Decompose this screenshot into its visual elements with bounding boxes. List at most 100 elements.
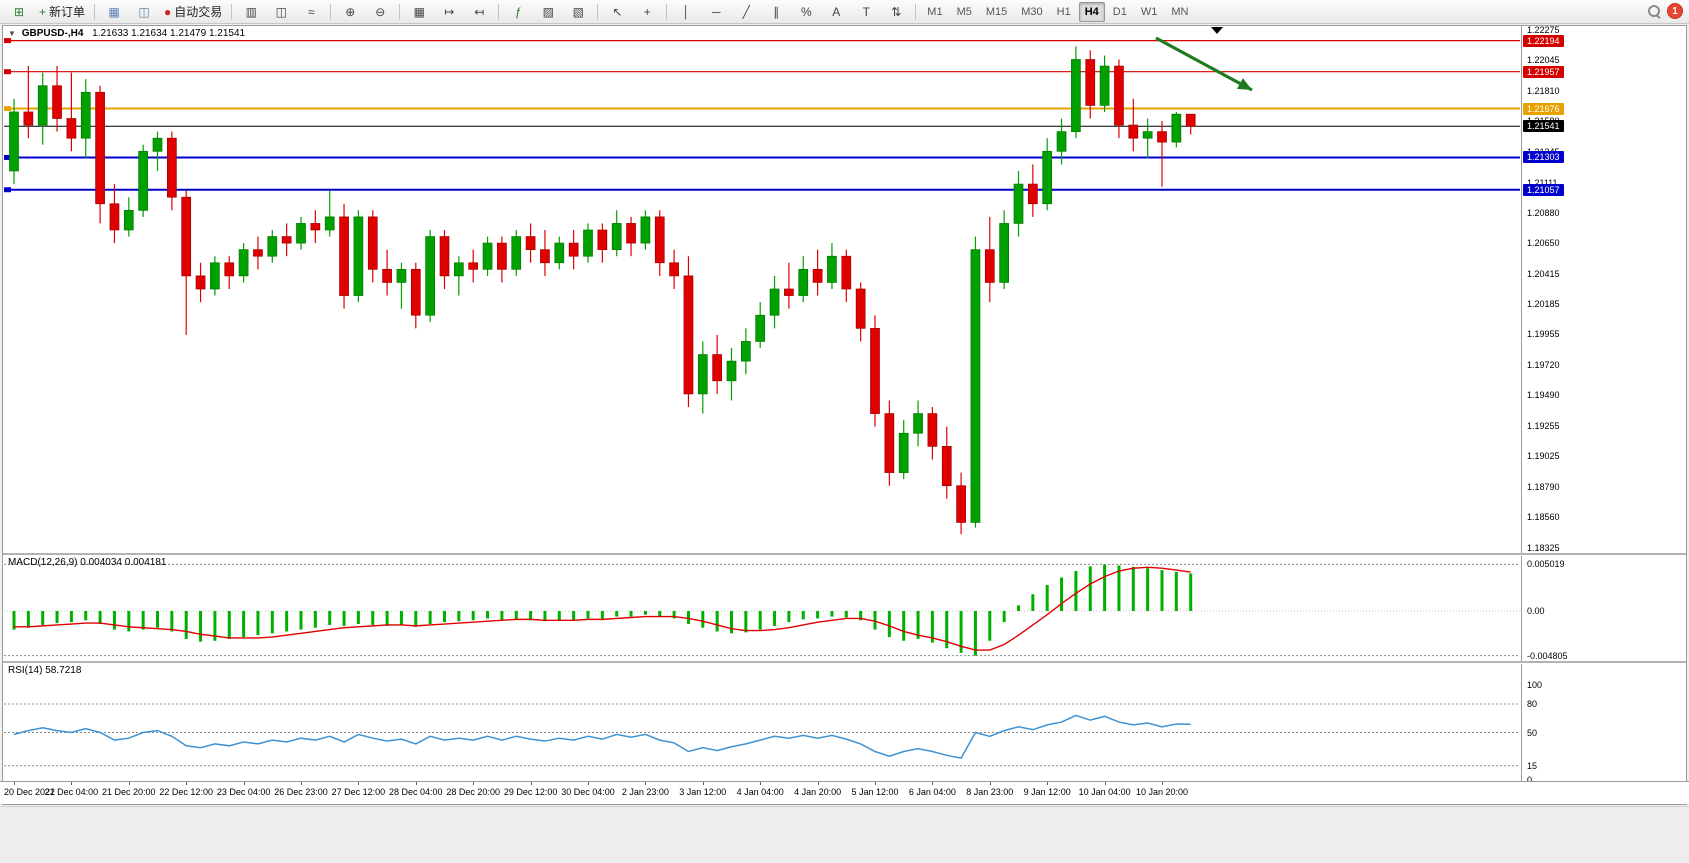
timeframe-button-M5[interactable]: M5 <box>956 5 972 18</box>
time-axis-label: 23 Dec 04:00 <box>216 787 271 797</box>
indicators-icon[interactable]: ƒ <box>504 1 532 23</box>
price-level-badge: 1.21057 <box>1523 183 1564 196</box>
chart-shift-icon[interactable]: ↤ <box>465 1 493 23</box>
new-chart-icon[interactable]: ⊞ <box>5 1 33 23</box>
price-level-badge: 1.21676 <box>1523 102 1564 115</box>
search-icon[interactable] <box>1648 4 1661 18</box>
price-axis-label: 1.19955 <box>1527 329 1560 340</box>
main-price-chart[interactable] <box>4 26 1520 553</box>
text-icon[interactable]: A <box>822 1 850 23</box>
timeframe-button-M15[interactable]: M15 <box>985 5 1008 18</box>
timeframe-button-M30[interactable]: M30 <box>1021 5 1043 18</box>
time-axis-label: 6 Jan 04:00 <box>908 787 956 797</box>
time-axis-label: 10 Jan 20:00 <box>1135 787 1189 797</box>
auto-scroll-icon: ↦ <box>444 4 455 19</box>
time-axis-tick <box>243 782 245 785</box>
symbol-text: GBPUSD-,H4 <box>21 28 84 39</box>
notification-badge[interactable]: 1 <box>1667 3 1683 19</box>
toolbar-separator <box>231 3 233 20</box>
vertical-line-icon[interactable]: │ <box>672 1 700 23</box>
fibonacci-icon[interactable]: % <box>792 1 820 23</box>
timeframe-button-W1[interactable]: W1 <box>1140 5 1158 18</box>
profiles-icon[interactable]: ▦ <box>100 1 128 23</box>
time-axis-label: 28 Dec 04:00 <box>389 787 443 797</box>
time-axis-label: 5 Jan 12:00 <box>851 787 899 797</box>
macd-axis-label: 0.005019 <box>1527 559 1565 570</box>
price-level-badge: 1.22194 <box>1523 34 1564 47</box>
trend-arrow-head <box>1237 78 1252 90</box>
text-label-icon[interactable]: T <box>852 1 880 23</box>
charts-list-icon[interactable]: ◫ <box>130 1 158 23</box>
macd-axis-label: 0.00 <box>1527 606 1545 616</box>
time-axis[interactable]: 20 Dec 2022 21 Dec 04:00 21 Dec 20:00 22 De… <box>0 781 1689 804</box>
zoom-in-icon[interactable]: ⊕ <box>336 1 364 23</box>
tile-windows-icon: ▦ <box>413 4 425 19</box>
macd-indicator-panel[interactable] <box>4 555 1520 661</box>
time-axis-label: 4 Jan 20:00 <box>794 787 842 797</box>
fibonacci-icon: % <box>800 4 812 19</box>
arrows-icon[interactable]: ⇅ <box>882 1 910 23</box>
panel-resize-separator[interactable] <box>3 661 1686 664</box>
price-axis-label: 1.19490 <box>1527 390 1560 401</box>
timeframe-button-MN[interactable]: MN <box>1171 5 1189 18</box>
time-axis-label: 30 Dec 04:00 <box>561 787 615 797</box>
toolbar-separator <box>498 3 500 20</box>
trendline-icon: ╱ <box>742 4 750 19</box>
price-level-badge: 1.21957 <box>1523 65 1564 78</box>
candlestick-chart-icon[interactable]: ◫ <box>267 1 295 23</box>
time-axis-tick <box>14 782 15 785</box>
trendline-icon[interactable]: ╱ <box>732 1 760 23</box>
zoom-out-icon[interactable]: ⊖ <box>366 1 394 23</box>
cursor-icon[interactable]: ↖ <box>603 1 631 23</box>
line-chart-icon[interactable]: ≈ <box>297 1 325 23</box>
periods-icon[interactable]: ▧ <box>564 1 592 23</box>
toolbar-separator <box>915 3 917 20</box>
time-axis-tick <box>588 782 589 785</box>
horizontal-level-lines <box>4 38 1520 193</box>
price-axis[interactable]: 1.222751.220451.218101.215801.213451.211… <box>1521 25 1685 553</box>
price-axis-label: 1.20880 <box>1527 207 1560 218</box>
templates-icon: ▨ <box>542 4 554 19</box>
crosshair-icon[interactable]: + <box>633 1 661 23</box>
toolbar-separator <box>399 3 401 20</box>
templates-icon[interactable]: ▨ <box>534 1 562 23</box>
channel-icon[interactable]: ∥ <box>762 1 790 23</box>
rsi-axis-label: 0 <box>1527 775 1533 785</box>
trend-arrow-annotation <box>1155 36 1253 92</box>
time-axis-tick <box>1162 782 1163 785</box>
timeframe-button-M1[interactable]: M1 <box>927 5 943 18</box>
rsi-line <box>13 714 1191 759</box>
time-axis-tick <box>473 782 475 785</box>
time-axis-label: 29 Dec 12:00 <box>503 787 558 797</box>
profiles-icon: ▦ <box>108 4 120 19</box>
timeframe-button-D1[interactable]: D1 <box>1112 5 1127 18</box>
charts-list-icon: ◫ <box>138 4 150 19</box>
horizontal-line-icon[interactable]: ─ <box>702 1 730 23</box>
time-axis-label: 21 Dec 20:00 <box>102 787 156 797</box>
price-axis-label: 1.18325 <box>1527 543 1560 553</box>
time-axis-label: 3 Jan 12:00 <box>679 787 727 797</box>
auto-scroll-icon[interactable]: ↦ <box>435 1 463 23</box>
symbol-dropdown-icon[interactable]: ▼ <box>8 29 16 38</box>
rsi-indicator-panel[interactable] <box>4 663 1520 781</box>
current-price-badge: 1.21541 <box>1523 120 1564 133</box>
time-axis-tick <box>128 782 130 785</box>
panel-resize-separator[interactable] <box>3 553 1686 556</box>
timeframe-button-H4[interactable]: H4 <box>1078 1 1105 22</box>
rsi-axis: 100 80 50 15 0 <box>1521 663 1685 785</box>
new-order-button: + <box>39 4 47 19</box>
price-axis-label: 1.21810 <box>1527 85 1560 96</box>
bar-chart-icon[interactable]: ▥ <box>237 1 265 23</box>
macd-label: MACD(12,26,9) 0.004034 0.004181 <box>8 557 167 568</box>
text-label-icon: T <box>862 4 870 19</box>
macd-axis-label: -0.004805 <box>1527 650 1568 661</box>
tile-windows-icon[interactable]: ▦ <box>405 1 433 23</box>
time-axis-tick <box>875 782 876 785</box>
time-axis-tick <box>301 782 302 785</box>
time-axis-label: 4 Jan 04:00 <box>736 787 784 797</box>
time-axis-label: 10 Jan 04:00 <box>1078 787 1131 797</box>
autotrade-button[interactable]: ● 自动交易 <box>160 1 226 23</box>
timeframe-button-H1[interactable]: H1 <box>1056 5 1071 18</box>
new-order-button[interactable]: + 新订单 <box>35 1 89 23</box>
time-axis-tick <box>1104 782 1106 785</box>
